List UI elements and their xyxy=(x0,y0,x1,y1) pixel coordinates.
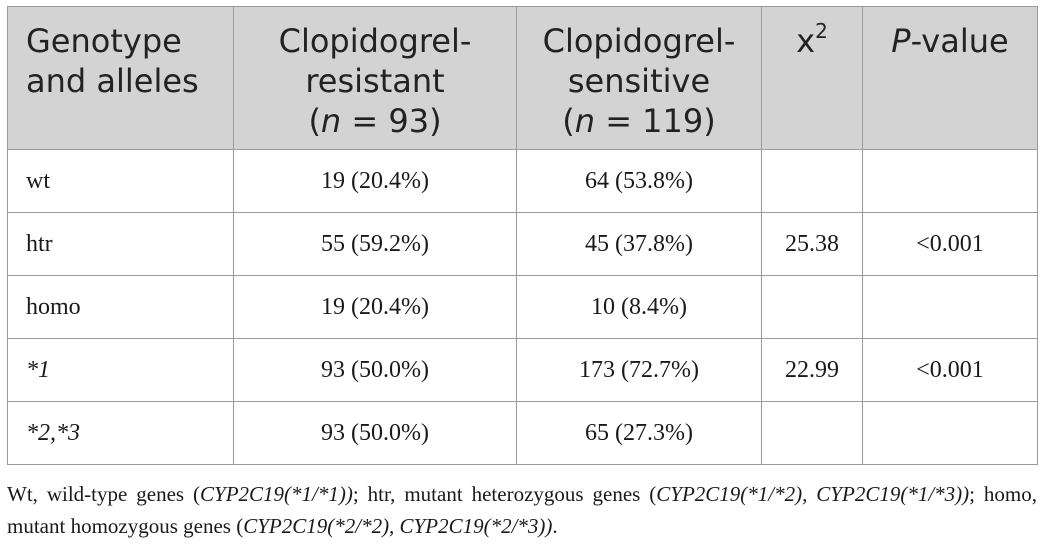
resistant-cell: 93 (50.0%) xyxy=(233,338,517,402)
resistant-cell: 55 (59.2%) xyxy=(233,212,517,276)
header-sensitive: Clopidogrel- sensitive (n = 119) xyxy=(516,6,762,150)
chi-cell xyxy=(761,401,863,465)
row-label: *2,*3 xyxy=(7,401,234,465)
header-p-value: P-value xyxy=(862,6,1038,150)
p-cell xyxy=(862,149,1038,213)
p-cell xyxy=(862,401,1038,465)
header-row: Genotype and alleles Clopidogrel- resist… xyxy=(7,6,1038,150)
genotype-table: Genotype and alleles Clopidogrel- resist… xyxy=(7,6,1038,465)
table-footnote: Wt, wild-type genes (CYP2C19(*1/*1)); ht… xyxy=(7,482,1038,538)
sensitive-cell: 65 (27.3%) xyxy=(516,401,762,465)
header-chi-square: x2 xyxy=(761,6,863,150)
table-row: wt 19 (20.4%) 64 (53.8%) xyxy=(7,149,1038,213)
resistant-cell: 93 (50.0%) xyxy=(233,401,517,465)
sensitive-cell: 10 (8.4%) xyxy=(516,275,762,339)
header-resistant: Clopidogrel- resistant (n = 93) xyxy=(233,6,517,150)
chi-cell: 22.99 xyxy=(761,338,863,402)
table-row: *1 93 (50.0%) 173 (72.7%) 22.99 <0.001 xyxy=(7,338,1038,402)
chi-cell: 25.38 xyxy=(761,212,863,276)
sensitive-cell: 45 (37.8%) xyxy=(516,212,762,276)
p-cell xyxy=(862,275,1038,339)
table-row: homo 19 (20.4%) 10 (8.4%) xyxy=(7,275,1038,339)
row-label: *1 xyxy=(7,338,234,402)
sensitive-cell: 173 (72.7%) xyxy=(516,338,762,402)
table-row: htr 55 (59.2%) 45 (37.8%) 25.38 <0.001 xyxy=(7,212,1038,276)
header-genotype: Genotype and alleles xyxy=(7,6,234,150)
chi-cell xyxy=(761,149,863,213)
p-cell: <0.001 xyxy=(862,338,1038,402)
row-label: wt xyxy=(7,149,234,213)
chi-cell xyxy=(761,275,863,339)
table-row: *2,*3 93 (50.0%) 65 (27.3%) xyxy=(7,401,1038,465)
resistant-cell: 19 (20.4%) xyxy=(233,275,517,339)
row-label: htr xyxy=(7,212,234,276)
sensitive-cell: 64 (53.8%) xyxy=(516,149,762,213)
p-cell: <0.001 xyxy=(862,212,1038,276)
resistant-cell: 19 (20.4%) xyxy=(233,149,517,213)
row-label: homo xyxy=(7,275,234,339)
